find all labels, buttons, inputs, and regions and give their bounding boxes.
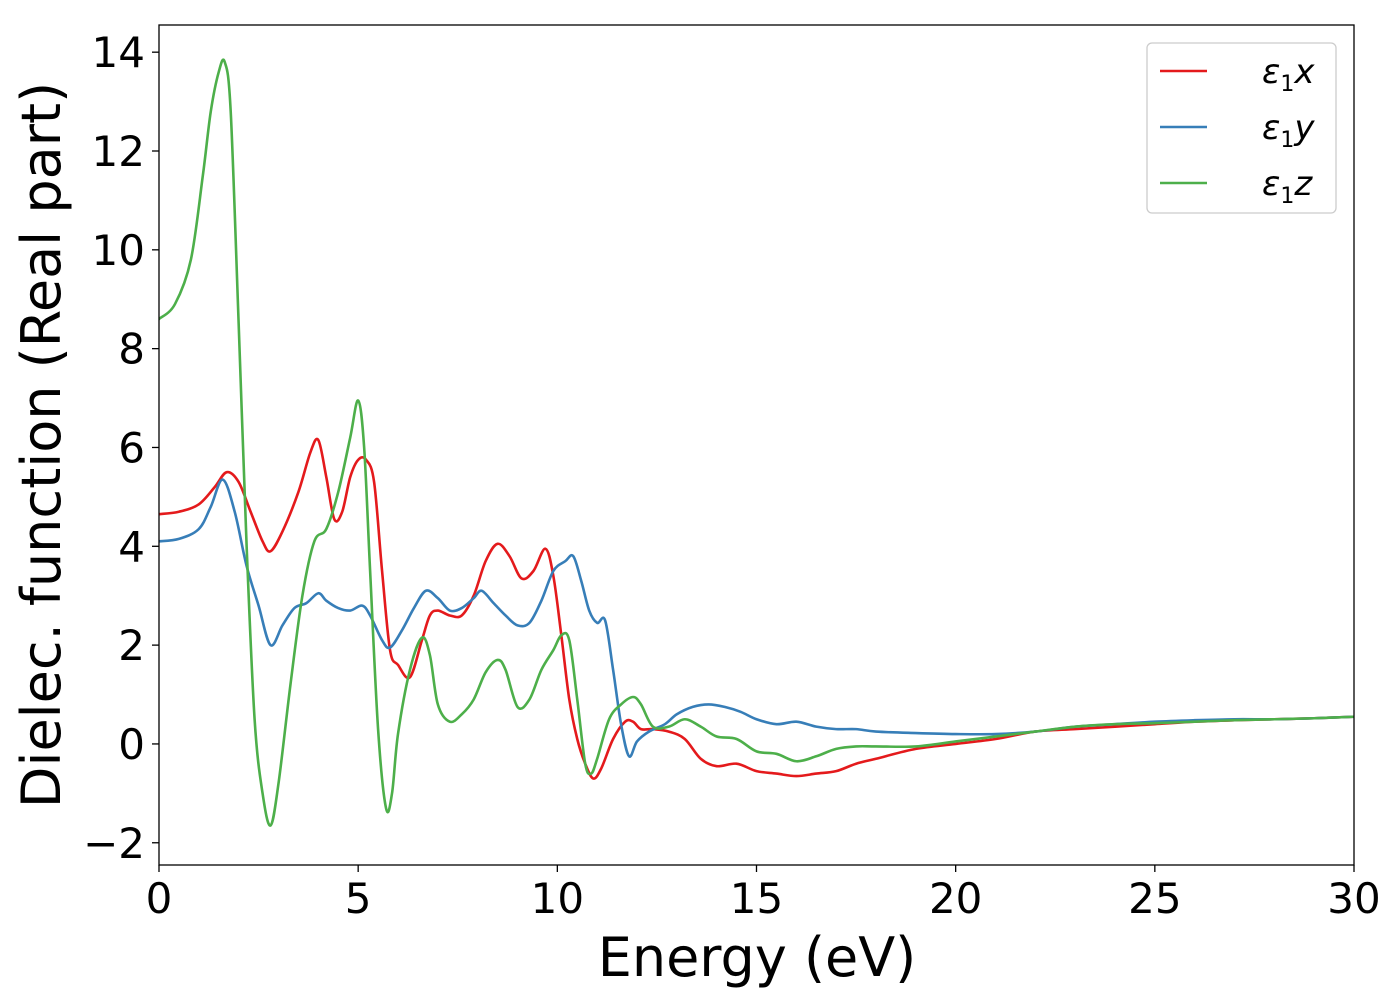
x-tick-label: 20 xyxy=(929,874,982,923)
legend-label-z: ε1z xyxy=(1262,164,1313,209)
y-tick-label: 6 xyxy=(118,423,145,472)
series-line-x xyxy=(159,437,1354,780)
y-tick-label: 4 xyxy=(118,522,145,571)
series-line-y xyxy=(159,478,1354,758)
x-tick-label: 30 xyxy=(1327,874,1380,923)
y-axis-title: Dielec. function (Real part) xyxy=(10,82,73,808)
legend-label-x: ε1x xyxy=(1262,52,1315,97)
x-tick-label: 25 xyxy=(1128,874,1181,923)
x-tick-label: 5 xyxy=(345,874,372,923)
y-tick-label: 10 xyxy=(92,226,145,275)
x-tick-label: 15 xyxy=(730,874,783,923)
y-tick-label: 12 xyxy=(92,127,145,176)
x-tick-label: 10 xyxy=(531,874,584,923)
series-line-z xyxy=(159,58,1354,827)
legend-box xyxy=(1146,42,1337,214)
y-tick-label: 0 xyxy=(118,720,145,769)
y-tick-label: −2 xyxy=(83,819,145,868)
x-tick-label: 0 xyxy=(146,874,173,923)
plot-area xyxy=(159,58,1354,827)
legend-label-y: ε1y xyxy=(1262,108,1315,153)
y-tick-label: 14 xyxy=(92,28,145,77)
legend: ε1x ε1y ε1z xyxy=(1146,42,1337,214)
y-tick-label: 8 xyxy=(118,325,145,374)
x-axis-title: Energy (eV) xyxy=(598,926,917,989)
y-tick-label: 2 xyxy=(118,621,145,670)
